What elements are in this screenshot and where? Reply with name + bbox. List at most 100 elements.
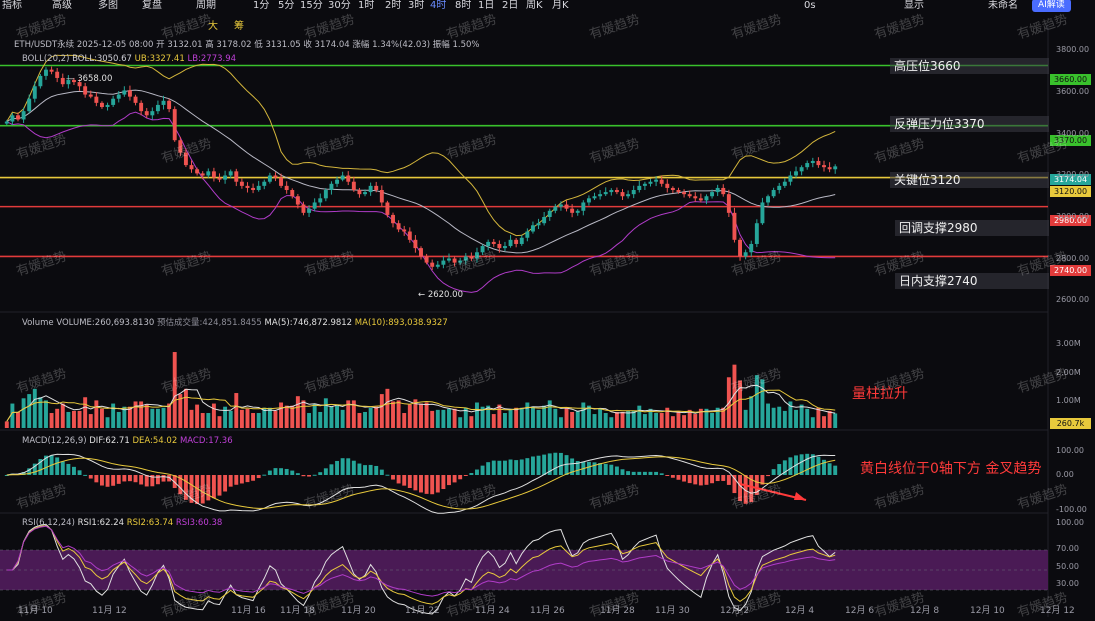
volume-ma10: MA(10):893,038.9327 xyxy=(354,318,448,328)
toolbar-item-8[interactable]: 30分 xyxy=(328,0,351,11)
toolbar-item-5[interactable]: 1分 xyxy=(253,0,270,11)
candle-body xyxy=(60,77,65,85)
toolbar-item-13[interactable]: 8时 xyxy=(455,0,472,11)
volume-bar xyxy=(189,409,194,428)
volume-bar xyxy=(558,417,563,428)
toolbar-item-2[interactable]: 多图 xyxy=(98,0,118,11)
macd-histogram-bar xyxy=(295,473,300,475)
candle-body xyxy=(503,246,507,249)
candle-body xyxy=(262,181,267,186)
volume-bar xyxy=(211,403,216,428)
macd-histogram-bar xyxy=(631,471,636,475)
volume-bar xyxy=(447,408,451,428)
volume-bar xyxy=(693,414,698,428)
macd-histogram-bar xyxy=(598,463,603,475)
ai-interpret-button[interactable]: AI解读 xyxy=(1032,0,1071,12)
candle-body xyxy=(77,82,82,87)
volume-bar xyxy=(385,388,390,428)
candle-body xyxy=(133,96,138,103)
macd-histogram-bar xyxy=(486,462,491,475)
macd-histogram-bar xyxy=(105,475,110,487)
macd-histogram-bar xyxy=(659,473,664,475)
macd-histogram-bar xyxy=(603,463,608,475)
candle-body xyxy=(810,160,815,164)
volume-bar xyxy=(805,408,810,428)
toolbar-item-1[interactable]: 高级 xyxy=(52,0,72,11)
candle-body xyxy=(363,192,367,195)
toolbar-right-0[interactable]: 0s xyxy=(804,0,816,11)
tool-0[interactable]: 大 xyxy=(208,21,218,32)
toolbar-item-11[interactable]: 3时 xyxy=(408,0,425,11)
volume-bar xyxy=(4,421,9,428)
volume-bar xyxy=(413,399,418,428)
volume-bar xyxy=(340,409,345,428)
macd-histogram-bar xyxy=(799,454,804,475)
macd-histogram-bar xyxy=(329,464,334,475)
toolbar-item-15[interactable]: 2日 xyxy=(502,0,519,11)
volume-bar xyxy=(323,398,328,428)
boll-mid-line xyxy=(6,89,836,254)
macd-histogram-bar xyxy=(547,453,552,475)
macd-histogram-bar xyxy=(441,475,446,490)
macd-histogram-bar xyxy=(463,475,468,476)
candle-body xyxy=(49,69,54,72)
toolbar-item-12[interactable]: 4时 xyxy=(430,0,447,11)
macd-info: MACD(12,26,9) DIF:62.71 DEA:54.02 MACD:1… xyxy=(22,436,233,447)
macd-tick: 0.00 xyxy=(1056,470,1074,479)
candle-body xyxy=(435,264,440,267)
candle-body xyxy=(44,69,48,76)
toolbar-item-14[interactable]: 1日 xyxy=(478,0,495,11)
candle-body xyxy=(469,256,474,259)
candle-body xyxy=(508,239,513,247)
candle-body xyxy=(631,190,636,195)
tool-1[interactable]: 筹 xyxy=(234,21,244,32)
toolbar-item-3[interactable]: 复盘 xyxy=(142,0,162,11)
toolbar-item-17[interactable]: 月K xyxy=(552,0,569,11)
tag-last-price: 3174.04 xyxy=(1050,174,1091,185)
toolbar-item-7[interactable]: 15分 xyxy=(300,0,323,11)
macd-value: MACD:17.36 xyxy=(179,436,233,446)
volume-bar xyxy=(228,410,233,428)
macd-dif: DIF:62.71 xyxy=(89,436,130,446)
boll-lower-line xyxy=(6,111,836,293)
candle-body xyxy=(486,241,491,247)
volume-bar xyxy=(827,410,832,428)
volume-bar xyxy=(480,406,485,428)
toolbar-right-1[interactable]: 显示 xyxy=(904,0,924,11)
rsi-info: RSI(6,12,24) RSI1:62.24 RSI2:63.74 RSI3:… xyxy=(22,518,222,529)
toolbar-item-9[interactable]: 1时 xyxy=(358,0,375,11)
volume-bar xyxy=(357,413,362,428)
toolbar-right-2[interactable]: 未命名 xyxy=(988,0,1018,11)
volume-bar xyxy=(256,413,261,428)
toolbar-item-10[interactable]: 2时 xyxy=(385,0,402,11)
chart-canvas[interactable] xyxy=(0,12,1095,617)
macd-histogram-bar xyxy=(698,475,703,486)
toolbar-item-6[interactable]: 5分 xyxy=(278,0,295,11)
macd-histogram-bar xyxy=(536,455,541,475)
candle-body xyxy=(726,194,731,213)
volume-bar xyxy=(239,409,244,428)
volume-bar xyxy=(659,413,664,428)
volume-bar xyxy=(463,407,468,428)
level-label-2980: 回调支撑2980 xyxy=(895,220,1049,236)
volume-bar xyxy=(335,405,339,428)
toolbar-item-0[interactable]: 指标 xyxy=(2,0,22,11)
candle-body xyxy=(603,192,608,195)
candle-body xyxy=(402,229,407,232)
volume-bar xyxy=(553,408,558,428)
volume-bar xyxy=(178,394,183,428)
candle-body xyxy=(88,94,93,97)
rsi-name: RSI(6,12,24) xyxy=(22,518,75,528)
toolbar-item-4[interactable]: 周期 xyxy=(196,0,216,11)
toolbar-item-16[interactable]: 周K xyxy=(526,0,543,11)
volume-ma10-line xyxy=(6,389,836,422)
candle-body xyxy=(586,198,591,203)
macd-histogram-bar xyxy=(805,453,810,475)
macd-histogram-bar xyxy=(211,475,216,499)
candle-body xyxy=(279,177,284,186)
candle-body xyxy=(267,175,272,182)
candle-body xyxy=(66,80,71,85)
price-tick: 3200.00 xyxy=(1056,170,1090,179)
macd-histogram-bar xyxy=(55,457,60,475)
candle-body xyxy=(301,204,306,213)
